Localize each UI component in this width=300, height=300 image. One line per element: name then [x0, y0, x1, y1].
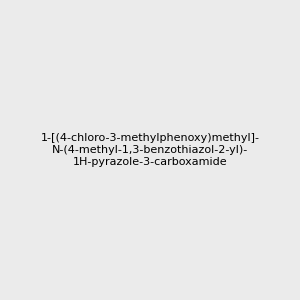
- Text: 1-[(4-chloro-3-methylphenoxy)methyl]-
N-(4-methyl-1,3-benzothiazol-2-yl)-
1H-pyr: 1-[(4-chloro-3-methylphenoxy)methyl]- N-…: [40, 134, 260, 166]
